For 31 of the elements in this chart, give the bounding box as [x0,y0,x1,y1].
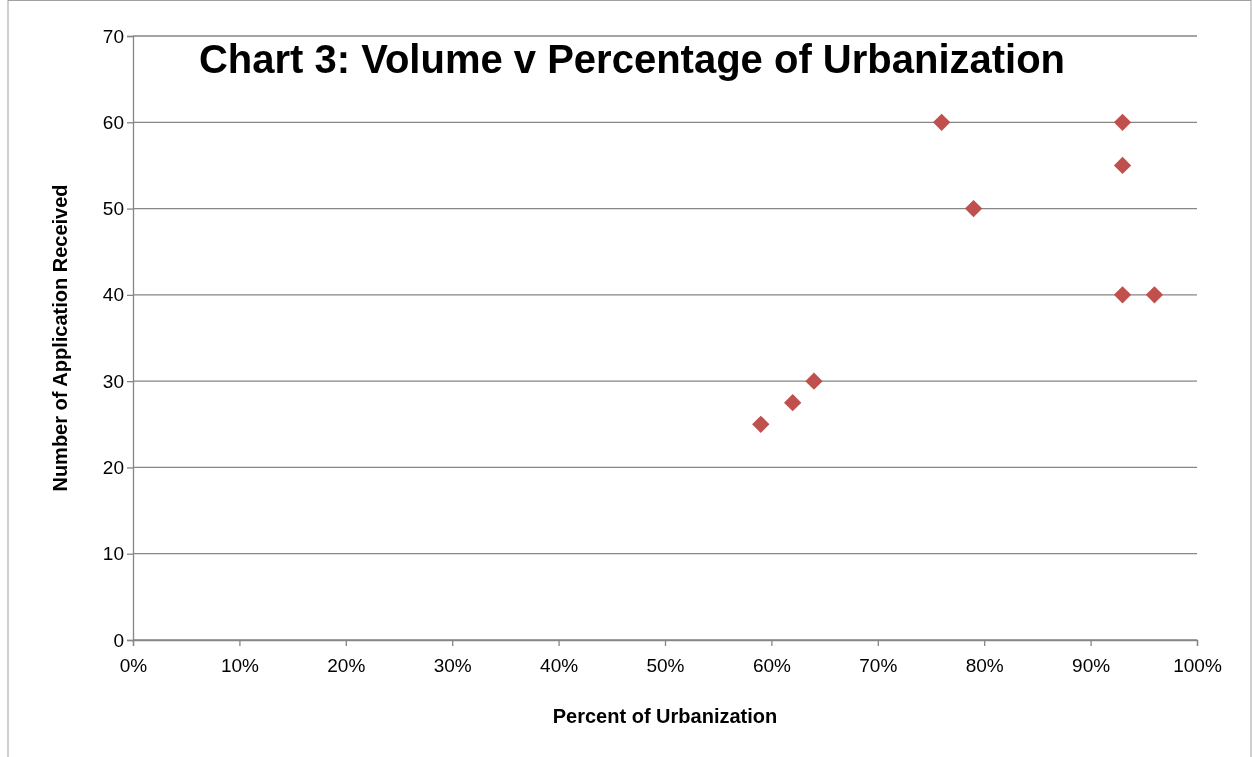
y-tick-label: 0 [113,629,124,651]
chart-title: Chart 3: Volume v Percentage of Urbanization [198,37,1066,81]
x-tick-label: 30% [433,654,472,676]
x-tick-label: 70% [859,654,898,676]
x-tick-label: 20% [327,654,366,676]
point [752,415,770,433]
y-tick-label: 30 [102,370,124,392]
x-tick-label: 10% [220,654,260,676]
x-tick-label: 80% [965,654,1004,676]
y-tick-label: 50 [102,198,124,220]
y-tick-label: 60 [102,111,124,133]
y-tick-label: 70 [102,25,124,47]
y-tick-label: 20 [102,457,124,479]
x-tick-label: 40% [540,654,579,676]
x-tick-label: 100% [1173,654,1222,676]
x-tick-label: 60% [752,654,792,676]
x-tick-label: 0% [119,654,148,676]
point [932,113,951,131]
x-axis-title: Percent of Urbanization [552,705,778,727]
point [784,394,802,412]
point [1113,156,1132,175]
x-tick-label: 50% [646,654,685,676]
point [1113,286,1132,304]
point [1145,286,1164,304]
point [1113,113,1132,131]
point [964,199,983,218]
x-tick-label: 90% [1072,654,1111,676]
y-tick-label: 40 [102,284,124,306]
y-axis-title: Number of Application Received [49,184,71,492]
y-tick-label: 10 [102,543,124,565]
point [805,372,823,390]
